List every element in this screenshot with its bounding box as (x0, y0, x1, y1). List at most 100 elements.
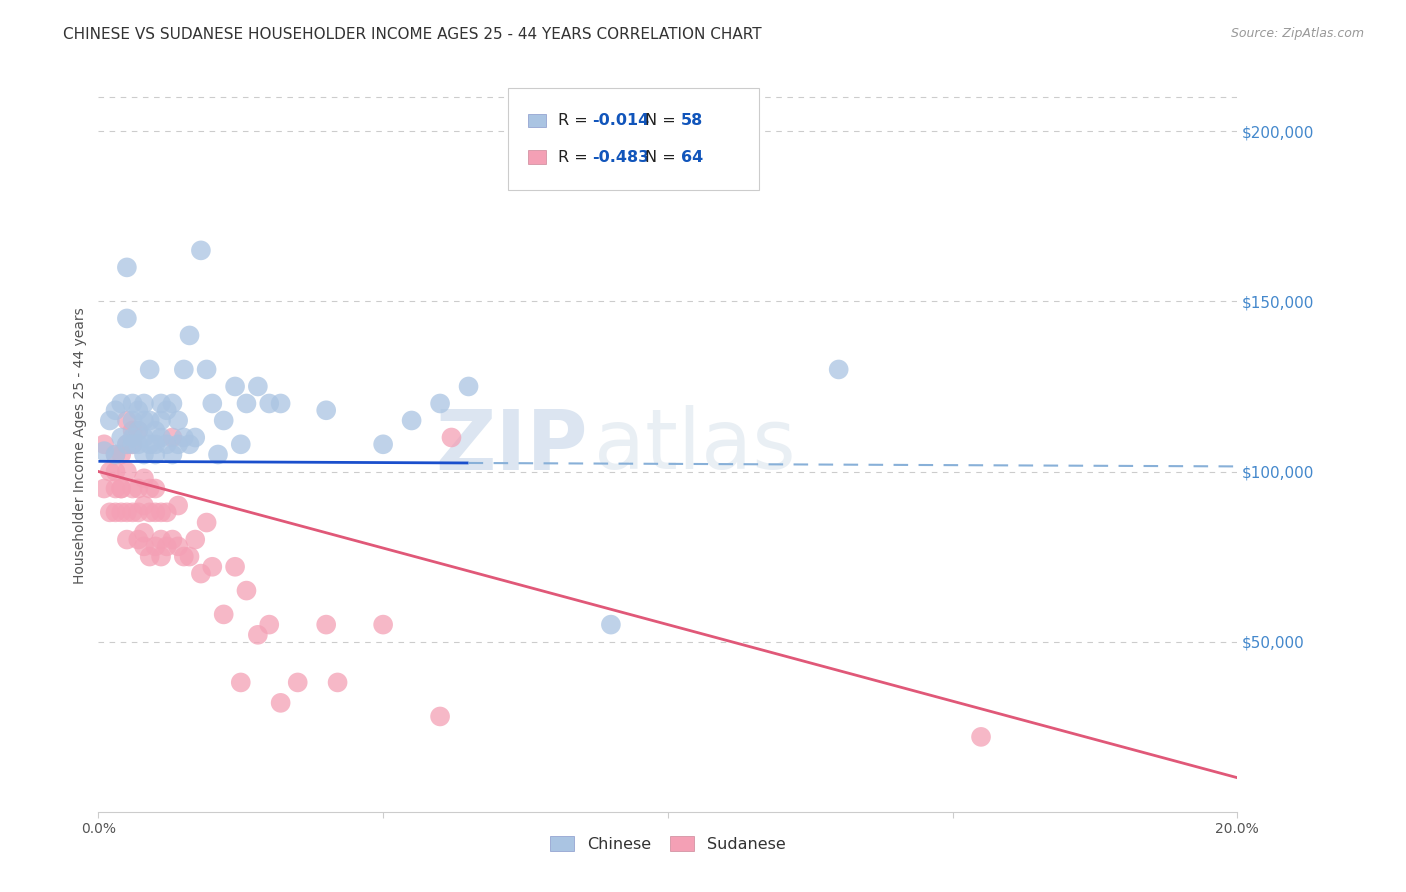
Point (315, 617, 337, 632)
Point (115, 437, 138, 451)
Point (150, 505, 173, 519)
Point (167, 499, 190, 513)
Point (145, 482, 167, 496)
Point (115, 505, 138, 519)
Point (401, 413, 423, 427)
Point (132, 430, 155, 444)
Point (224, 559, 246, 574)
Point (132, 396, 155, 410)
Point (127, 437, 149, 451)
Point (121, 482, 143, 496)
Point (207, 448, 229, 462)
Point (156, 403, 179, 417)
Point (150, 533, 173, 547)
Point (104, 448, 127, 462)
Point (93, 444, 115, 458)
Point (235, 396, 257, 410)
Point (115, 413, 138, 427)
Point (127, 424, 149, 438)
FancyBboxPatch shape (527, 114, 546, 127)
Point (224, 379, 246, 393)
Point (246, 379, 269, 393)
Point (195, 516, 218, 530)
Text: N =: N = (645, 150, 681, 165)
Point (270, 696, 292, 710)
Point (138, 362, 160, 376)
Point (167, 437, 190, 451)
Point (429, 396, 451, 410)
Point (132, 413, 155, 427)
Point (440, 430, 463, 444)
Point (132, 499, 155, 513)
FancyBboxPatch shape (527, 151, 546, 163)
Point (115, 533, 138, 547)
Point (246, 628, 269, 642)
Point (156, 505, 179, 519)
Point (156, 437, 179, 451)
Point (145, 540, 167, 554)
Text: N =: N = (645, 113, 681, 128)
Point (259, 617, 281, 632)
Point (259, 396, 281, 410)
Point (115, 311, 138, 326)
Point (127, 533, 149, 547)
Point (138, 413, 160, 427)
Point (235, 583, 257, 598)
Point (127, 482, 149, 496)
Point (121, 413, 143, 427)
Point (138, 482, 160, 496)
Point (184, 533, 207, 547)
Point (138, 437, 160, 451)
Point (150, 396, 173, 410)
Point (115, 260, 138, 275)
Point (195, 362, 218, 376)
Point (110, 482, 132, 496)
FancyBboxPatch shape (509, 87, 759, 190)
Point (110, 448, 132, 462)
Point (212, 607, 235, 622)
Point (132, 525, 155, 540)
Text: CHINESE VS SUDANESE HOUSEHOLDER INCOME AGES 25 - 44 YEARS CORRELATION CHART: CHINESE VS SUDANESE HOUSEHOLDER INCOME A… (63, 27, 762, 42)
Text: Source: ZipAtlas.com: Source: ZipAtlas.com (1230, 27, 1364, 40)
Point (132, 540, 155, 554)
Point (373, 437, 395, 451)
Y-axis label: Householder Income Ages 25 - 44 years: Householder Income Ages 25 - 44 years (73, 308, 87, 584)
Point (162, 430, 184, 444)
Point (145, 437, 167, 451)
Point (138, 505, 160, 519)
Point (104, 482, 127, 496)
Point (138, 549, 160, 564)
Point (115, 465, 138, 479)
Point (179, 437, 201, 451)
Point (190, 566, 212, 581)
Point (115, 437, 138, 451)
Point (121, 396, 143, 410)
Point (110, 505, 132, 519)
Point (457, 379, 479, 393)
Point (270, 396, 292, 410)
Point (173, 430, 195, 444)
Point (121, 424, 143, 438)
Point (110, 396, 132, 410)
Point (190, 244, 212, 258)
Point (429, 709, 451, 723)
Point (98, 413, 121, 427)
Point (121, 430, 143, 444)
Point (156, 540, 179, 554)
Point (132, 471, 155, 485)
Text: 64: 64 (681, 150, 703, 165)
Point (104, 403, 127, 417)
Point (287, 675, 309, 690)
Point (145, 448, 167, 462)
Point (315, 403, 337, 417)
Point (173, 362, 195, 376)
Point (127, 424, 149, 438)
Point (145, 424, 167, 438)
Point (110, 430, 132, 444)
Point (150, 430, 173, 444)
Point (98, 505, 121, 519)
Legend: Chinese, Sudanese: Chinese, Sudanese (544, 830, 792, 859)
Point (828, 362, 851, 376)
Point (132, 448, 155, 462)
Point (201, 559, 224, 574)
